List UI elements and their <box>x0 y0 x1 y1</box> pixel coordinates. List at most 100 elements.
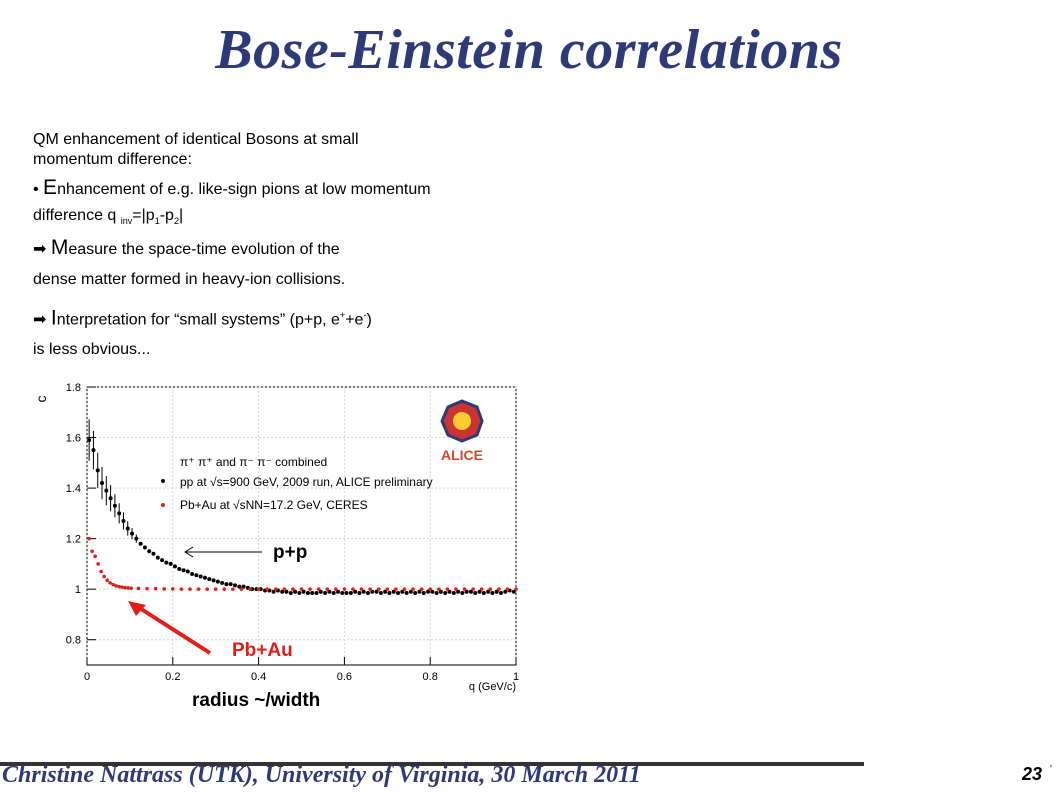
pp-point <box>151 551 156 556</box>
pbau-pointer-line <box>136 605 212 655</box>
pp-point <box>211 578 216 583</box>
pbau-point <box>93 554 97 559</box>
slide-title: Bose-Einstein correlations <box>215 19 843 81</box>
page-mark: ' <box>1050 764 1052 775</box>
pbau-point <box>497 587 501 591</box>
pbau-point <box>334 587 338 591</box>
pp-point <box>224 582 229 587</box>
pp-point <box>280 589 285 594</box>
pp-point <box>331 590 336 595</box>
pp-series <box>87 419 516 595</box>
x-tick-label: 0.6 <box>337 671 352 683</box>
pbau-point <box>231 587 235 591</box>
pp-point <box>314 590 319 595</box>
pp-point <box>233 583 238 588</box>
bullet-dot: • <box>33 181 44 198</box>
subscript-1: 1 <box>154 216 160 227</box>
axis-ticks <box>86 386 517 665</box>
bullet-1-initial: E <box>43 176 58 199</box>
pp-point <box>87 438 92 443</box>
pbau-point <box>462 587 467 591</box>
pp-point <box>473 590 478 595</box>
pp-point <box>164 560 169 565</box>
pp-point <box>130 531 135 536</box>
pbau-point <box>213 587 218 591</box>
pp-point <box>271 589 276 594</box>
pbau-pointer-arrowhead <box>128 601 146 616</box>
pp-point <box>464 589 469 594</box>
x-tick-label: 0.8 <box>423 671 438 683</box>
subscript-2: 2 <box>173 216 179 227</box>
bullet-2-initial: M <box>50 236 69 259</box>
pp-point <box>288 590 293 595</box>
pp-point <box>155 555 160 560</box>
pbau-point <box>385 587 390 591</box>
pbau-point <box>368 587 372 591</box>
pp-point <box>490 590 495 595</box>
bullet-3-mid: +e <box>345 311 364 329</box>
pp-point <box>112 503 117 508</box>
pbau-point <box>282 587 287 591</box>
pp-point <box>503 589 508 594</box>
pp-point <box>194 573 199 578</box>
pbau-point <box>316 587 321 591</box>
pbau-point <box>153 586 158 591</box>
pbau-point <box>99 569 103 574</box>
pbau-point <box>222 587 227 591</box>
x-tick-label: 1 <box>513 671 519 683</box>
pbau-point <box>411 587 415 591</box>
pbau-point <box>196 587 201 591</box>
pbau-point <box>120 585 124 589</box>
pbau-point <box>136 586 141 591</box>
pp-point <box>160 558 165 563</box>
pp-point <box>413 590 418 595</box>
pbau-point <box>376 587 381 591</box>
pp-point <box>438 589 443 594</box>
pp-point <box>370 589 375 594</box>
pp-point <box>391 589 396 594</box>
pbau-point <box>171 587 175 591</box>
pbau-point <box>445 587 450 591</box>
pp-point <box>344 590 349 595</box>
x-tick-labels: 0 0.2 0.4 0.6 0.8 1 <box>84 671 519 683</box>
intro-line-1: QM enhancement of identical Bosons at sm… <box>33 131 359 148</box>
x-tick-label: 0.4 <box>251 671 266 683</box>
footer-text: Christine Nattrass (UTK), University of … <box>2 762 641 788</box>
pbau-point <box>436 587 441 591</box>
pp-point <box>430 589 435 594</box>
pp-point <box>172 564 177 569</box>
pp-point <box>486 589 491 594</box>
pp-point <box>91 448 96 453</box>
pbau-point <box>117 584 121 589</box>
legend-marker-pbau <box>161 503 165 507</box>
pp-point <box>348 590 353 595</box>
y-tick-label: 1.8 <box>66 382 81 394</box>
pbau-point <box>291 587 295 591</box>
pp-point <box>426 589 431 594</box>
pp-point <box>147 549 152 554</box>
pbau-point <box>256 587 261 591</box>
x-tick-label: 0 <box>84 671 90 683</box>
pp-point <box>443 590 448 595</box>
pp-point <box>202 575 207 580</box>
pp-point <box>305 590 310 595</box>
bullet-1-line-2-pre: difference q <box>33 207 117 224</box>
bullet-1-p2: -p <box>159 207 174 224</box>
pbau-point <box>108 581 112 585</box>
bullet-2-line-2: dense matter formed in heavy-ion collisi… <box>33 271 346 288</box>
pbau-point <box>359 587 364 591</box>
footer-rule <box>0 762 864 766</box>
intro-line-2: momentum difference: <box>33 151 192 168</box>
pbau-point <box>308 587 312 591</box>
pp-point <box>511 589 516 594</box>
subscript-inv: inv <box>120 216 133 227</box>
pp-point <box>434 590 439 595</box>
bullet-1-line-2: difference q inv=|p1-p2| <box>33 206 183 231</box>
legend-title: π⁺ π⁺ and π⁻ π⁻ combined <box>180 455 327 469</box>
pbau-point <box>471 587 475 591</box>
pp-point <box>460 590 465 595</box>
pp-point <box>357 590 362 595</box>
pbau-point <box>87 536 91 541</box>
pp-point <box>142 545 147 550</box>
pp-point <box>138 541 143 546</box>
